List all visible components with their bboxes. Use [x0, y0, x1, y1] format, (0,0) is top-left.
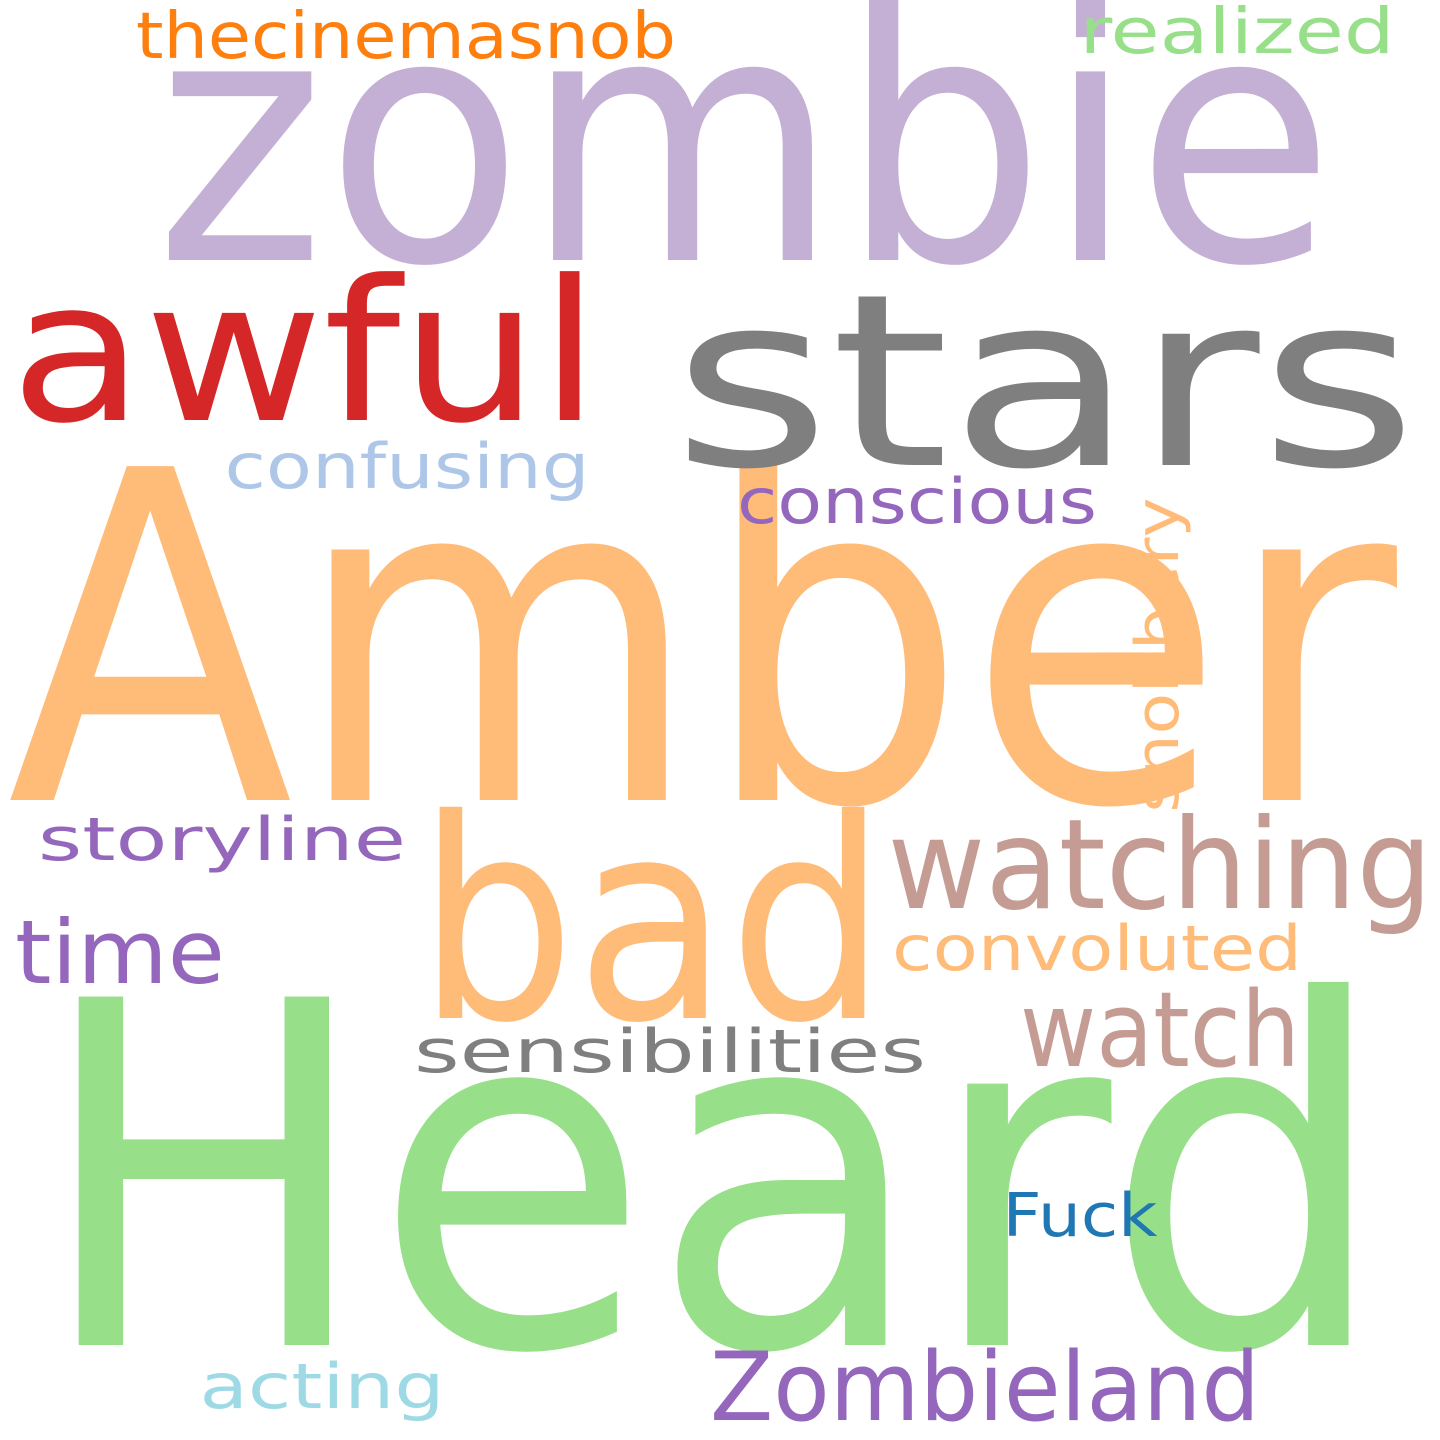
word-zombie: zombie	[155, 0, 1335, 342]
word-convoluted: convoluted	[892, 912, 1302, 985]
word-acting: acting	[200, 1350, 445, 1423]
word-time: time	[15, 901, 225, 1004]
word-realized: realized	[1080, 0, 1395, 68]
word-sensibilities: sensibilities	[414, 1017, 926, 1087]
word-awful: awful	[10, 239, 600, 467]
word-watch: watch	[1020, 969, 1300, 1091]
word-zombieland: Zombieland	[710, 1333, 1260, 1440]
word-snobbery: snobbery	[1123, 498, 1193, 813]
word-confusing: confusing	[225, 430, 590, 503]
word-thecinemasnob: thecinemasnob	[136, 0, 676, 74]
word-watching: watching	[888, 793, 1433, 938]
word-stars: stars	[673, 242, 1418, 522]
word-conscious: conscious	[737, 465, 1097, 538]
word-heard: Heard	[35, 901, 1390, 1440]
word-storyline: storyline	[38, 805, 406, 875]
word-fuck: Fuck	[1003, 1181, 1158, 1251]
word-bad: bad	[417, 760, 887, 1084]
word-amber: Amber	[7, 376, 1401, 909]
